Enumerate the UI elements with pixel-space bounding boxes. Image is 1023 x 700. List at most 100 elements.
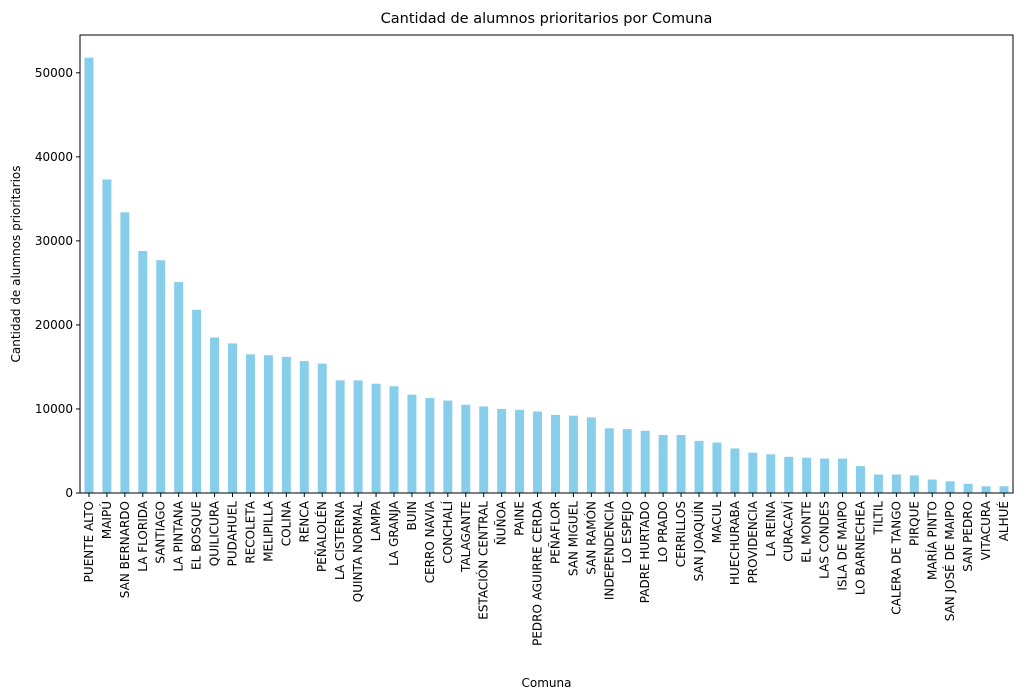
bar (909, 475, 919, 493)
bar (856, 466, 865, 493)
bar (138, 250, 148, 493)
bar (568, 415, 578, 493)
bar (245, 354, 255, 493)
bar (963, 483, 973, 493)
x-tick-label: CALERA DE TANGO (889, 501, 903, 615)
x-tick-label: LA PINTANA (172, 500, 186, 571)
x-tick-label: SAN PEDRO (961, 501, 975, 572)
bar (533, 411, 543, 493)
x-tick-label: LA FLORIDA (136, 500, 150, 571)
y-tick-label: 50000 (35, 66, 73, 80)
x-tick-label: SAN JOAQUÍN (691, 501, 706, 581)
bar (891, 474, 901, 493)
x-tick-label: LAS CONDES (818, 501, 832, 579)
x-tick-label: PADRE HURTADO (638, 501, 652, 603)
x-tick-label: LA CISTERNA (333, 500, 347, 580)
x-tick-label: ÑUÑOA (494, 500, 509, 545)
bar (120, 212, 130, 493)
bar (425, 398, 435, 493)
x-tick-label: PEDRO AGUIRRE CERDA (531, 500, 545, 646)
x-tick-label: EL MONTE (800, 501, 814, 563)
bar (945, 481, 955, 493)
x-tick-label: MACUL (710, 501, 724, 544)
y-tick-label: 0 (65, 486, 73, 500)
bars-group (84, 57, 1009, 493)
x-tick-label: INDEPENDENCIA (602, 500, 616, 600)
x-tick-label: SAN RAMÓN (583, 501, 598, 575)
x-axis-title: Comuna (522, 676, 572, 690)
x-tick-label: ALHUÉ (996, 501, 1011, 541)
x-tick-label: QUINTA NORMAL (351, 501, 365, 602)
bar (407, 394, 417, 493)
bar (712, 442, 722, 493)
bar (371, 383, 381, 493)
bar (838, 458, 848, 493)
x-tick-label: QUILICURA (208, 500, 222, 566)
bar (84, 57, 94, 493)
x-tick-label: CURACAVÍ (781, 501, 796, 562)
bar (515, 409, 525, 493)
chart-title: Cantidad de alumnos prioritarios por Com… (381, 11, 713, 27)
x-tick-label: PIRQUE (907, 501, 921, 546)
x-tick-label: HUECHURABA (728, 500, 742, 585)
bar (784, 456, 794, 493)
x-tick-label: LAMPA (369, 500, 383, 541)
bar (102, 179, 112, 493)
x-tick-label: BUIN (405, 501, 419, 531)
x-tick-label: PAINE (513, 501, 527, 536)
bar (335, 380, 345, 493)
x-tick-label: MARÍA PINTO (924, 501, 939, 580)
bar (873, 474, 883, 493)
x-tick-label: SAN MIGUEL (566, 501, 580, 576)
bar (263, 355, 273, 493)
x-tick-label: LO ESPEJO (620, 501, 634, 564)
x-tick-label: CONCHALÍ (440, 501, 455, 564)
y-tick-label: 30000 (35, 234, 73, 248)
x-tick-label: MAIPÚ (99, 501, 114, 539)
bar (658, 435, 668, 493)
bar (676, 435, 686, 493)
x-tick-label: SANTIAGO (154, 501, 168, 564)
x-tick-label: VITACURA (979, 500, 993, 560)
bar (766, 454, 776, 493)
bar (174, 282, 184, 493)
bar (299, 361, 309, 493)
bar (730, 448, 740, 493)
x-tick-label: RENCA (297, 500, 311, 542)
x-tick-label: CERRO NAVIA (423, 500, 437, 583)
bar (497, 408, 507, 493)
x-tick-label: PUENTE ALTO (82, 501, 96, 582)
bar (317, 363, 327, 493)
x-tick-label: PEÑALOLÉN (314, 501, 329, 572)
bar (228, 343, 237, 493)
x-tick-label: EL BOSQUE (190, 501, 204, 570)
bar (156, 260, 166, 493)
x-tick-label: LO PRADO (656, 501, 670, 563)
bar (192, 309, 202, 493)
x-tick-label: COLINA (279, 500, 293, 546)
x-tick-label: MELIPILLA (261, 500, 275, 562)
x-tick-label: ISLA DE MAIPO (836, 501, 850, 591)
bar (694, 440, 704, 493)
y-axis-ticks: 0 10000 20000 30000 40000 50000 (35, 66, 80, 500)
x-tick-label: SAN JOSÉ DE MAIPO (942, 501, 957, 621)
x-tick-label: LA GRANJA (387, 500, 401, 566)
bar (820, 458, 830, 493)
bar (604, 428, 614, 493)
y-tick-label: 40000 (35, 150, 73, 164)
bar (461, 404, 471, 493)
bar (927, 479, 937, 493)
bar (748, 452, 758, 493)
x-tick-label: CERRILLOS (674, 501, 688, 567)
x-axis-ticks: PUENTE ALTO MAIPÚ SAN BERNARDO LA FLORIDA SA… (82, 493, 1011, 646)
bar (479, 406, 489, 493)
x-tick-label: PEÑAFLOR (547, 501, 562, 564)
bar (210, 337, 220, 493)
bar (353, 380, 363, 493)
bar (802, 457, 812, 493)
bar (550, 414, 560, 493)
bar (586, 417, 596, 493)
x-tick-label: TILTIL (871, 501, 885, 536)
